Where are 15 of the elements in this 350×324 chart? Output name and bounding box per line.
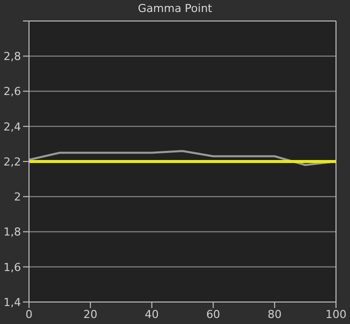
y-tick-label: 2,4 (4, 120, 21, 134)
x-tick-label: 80 (268, 308, 282, 321)
x-tick-label: 100 (326, 308, 346, 321)
y-tick-label: 2,8 (4, 50, 21, 64)
y-tick-label: 1,6 (4, 260, 21, 274)
y-tick-label: 1,8 (4, 226, 21, 239)
y-tick-label: 2,2 (4, 155, 21, 168)
x-tick-label: 20 (83, 308, 98, 321)
x-tick-label: 40 (144, 308, 159, 321)
x-tick-label: 60 (206, 308, 220, 321)
y-tick-label: 2,6 (4, 85, 21, 98)
y-tick-label: 2 (14, 190, 21, 204)
y-tick-label: 1,4 (4, 296, 21, 309)
chart-title: Gamma Point (136, 2, 214, 15)
x-tick-label: 0 (26, 308, 32, 321)
